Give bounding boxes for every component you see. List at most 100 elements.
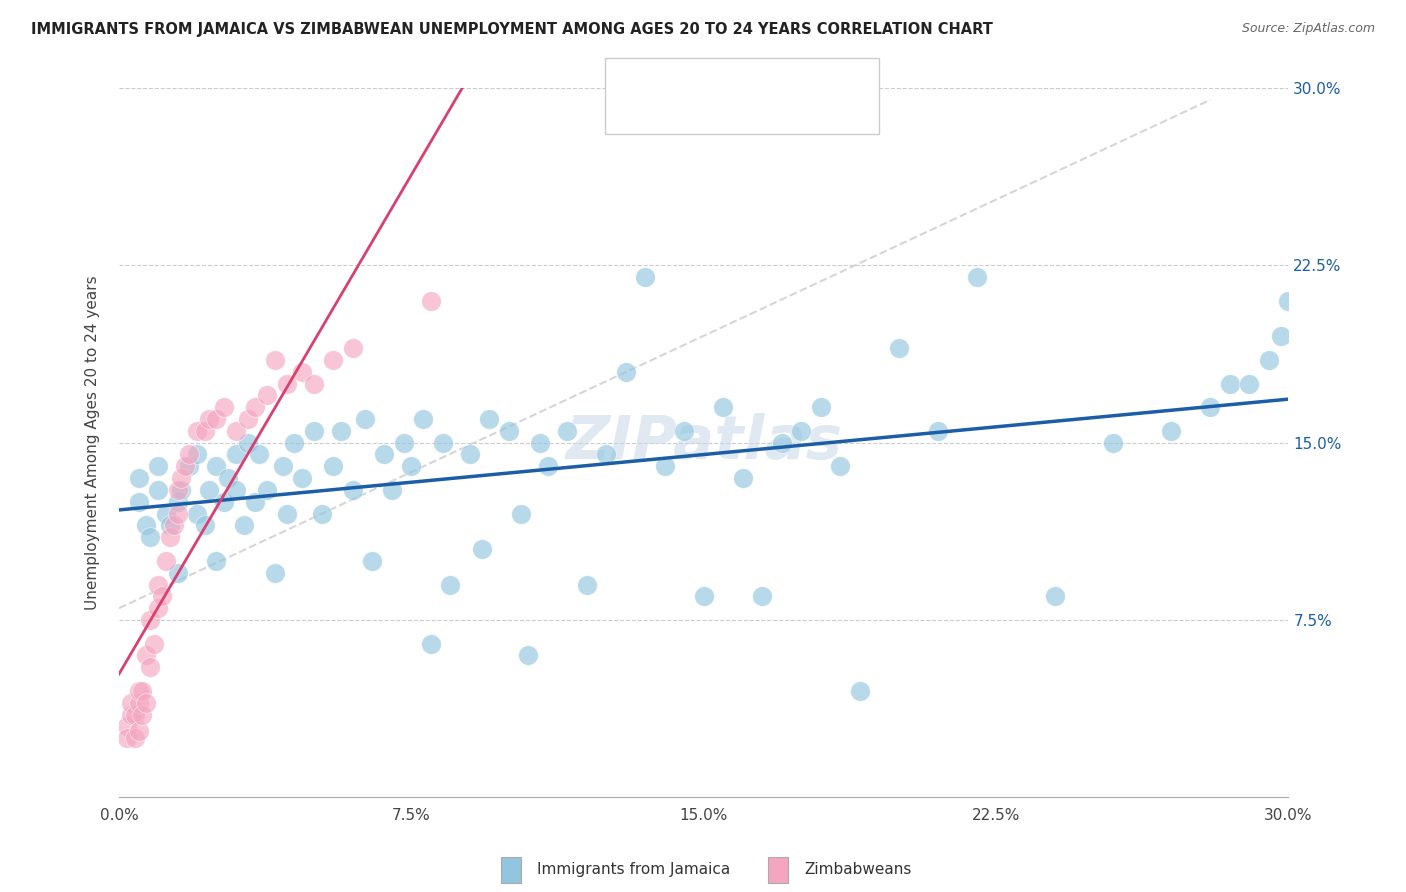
Point (155, 554, 177, 568)
Point (139, 530, 162, 544)
Point (245, 495, 267, 509)
Point (128, 684, 150, 698)
Point (186, 447, 208, 461)
Point (276, 507, 298, 521)
Point (232, 518, 254, 533)
Point (197, 483, 219, 497)
Point (1270, 329, 1292, 343)
Point (751, 590, 773, 604)
Point (509, 507, 531, 521)
Point (197, 412, 219, 426)
Point (330, 424, 353, 438)
Point (128, 495, 150, 509)
Point (634, 270, 657, 285)
Point (143, 637, 166, 651)
Point (174, 459, 197, 474)
Point (264, 352, 287, 367)
Point (529, 435, 551, 450)
Point (146, 577, 169, 591)
Point (194, 424, 217, 438)
Point (353, 412, 375, 426)
Point (135, 696, 157, 710)
Point (498, 424, 520, 438)
Point (128, 471, 150, 485)
Point (131, 707, 153, 722)
Point (236, 412, 259, 426)
Point (342, 341, 364, 355)
Point (166, 566, 188, 580)
Point (322, 459, 344, 474)
Point (115, 731, 138, 746)
Point (166, 495, 188, 509)
Point (124, 707, 146, 722)
Point (419, 637, 441, 651)
Point (731, 471, 754, 485)
Point (128, 724, 150, 739)
Point (848, 684, 870, 698)
Point (139, 613, 162, 627)
Point (159, 518, 181, 533)
Point (166, 507, 188, 521)
Point (120, 707, 142, 722)
Point (614, 365, 637, 379)
Point (135, 648, 157, 663)
Point (1160, 424, 1182, 438)
Text: Zimbabweans: Zimbabweans (804, 863, 911, 877)
Point (311, 507, 333, 521)
Y-axis label: Unemployment Among Ages 20 to 24 years: Unemployment Among Ages 20 to 24 years (86, 276, 100, 610)
Point (271, 459, 294, 474)
Point (205, 412, 228, 426)
Point (291, 365, 314, 379)
Point (264, 566, 287, 580)
Point (458, 447, 481, 461)
Point (392, 435, 415, 450)
Point (179, 447, 201, 461)
Point (432, 435, 454, 450)
Point (575, 577, 598, 591)
Point (673, 424, 696, 438)
Point (302, 376, 325, 391)
Point (283, 435, 305, 450)
Point (1277, 293, 1299, 308)
Point (131, 684, 153, 698)
Point (170, 471, 193, 485)
Point (139, 660, 162, 674)
Point (342, 483, 364, 497)
Point (1043, 590, 1066, 604)
Point (439, 577, 461, 591)
Point (170, 483, 193, 497)
Point (214, 400, 236, 414)
Text: N =: N = (741, 106, 775, 120)
Point (256, 483, 278, 497)
Text: Source: ZipAtlas.com: Source: ZipAtlas.com (1241, 22, 1375, 36)
Point (205, 459, 228, 474)
Point (115, 719, 138, 733)
Text: Immigrants from Jamaica: Immigrants from Jamaica (537, 863, 730, 877)
Point (322, 352, 344, 367)
Point (966, 270, 988, 285)
Point (693, 590, 716, 604)
Point (124, 731, 146, 746)
Text: R =: R = (658, 106, 692, 120)
Point (166, 483, 188, 497)
Point (373, 447, 395, 461)
Text: IMMIGRANTS FROM JAMAICA VS ZIMBABWEAN UNEMPLOYMENT AMONG AGES 20 TO 24 YEARS COR: IMMIGRANTS FROM JAMAICA VS ZIMBABWEAN UN… (31, 22, 993, 37)
Point (276, 376, 298, 391)
Point (205, 554, 228, 568)
Point (146, 483, 169, 497)
Point (247, 447, 270, 461)
Point (361, 554, 384, 568)
Text: 0.262: 0.262 (696, 71, 740, 86)
Point (887, 341, 910, 355)
Point (401, 459, 423, 474)
Point (302, 424, 325, 438)
Point (186, 424, 208, 438)
Point (128, 696, 150, 710)
Point (150, 590, 173, 604)
Point (1258, 352, 1281, 367)
Point (770, 435, 793, 450)
Point (412, 412, 434, 426)
Point (146, 459, 169, 474)
Point (478, 412, 501, 426)
Point (214, 495, 236, 509)
